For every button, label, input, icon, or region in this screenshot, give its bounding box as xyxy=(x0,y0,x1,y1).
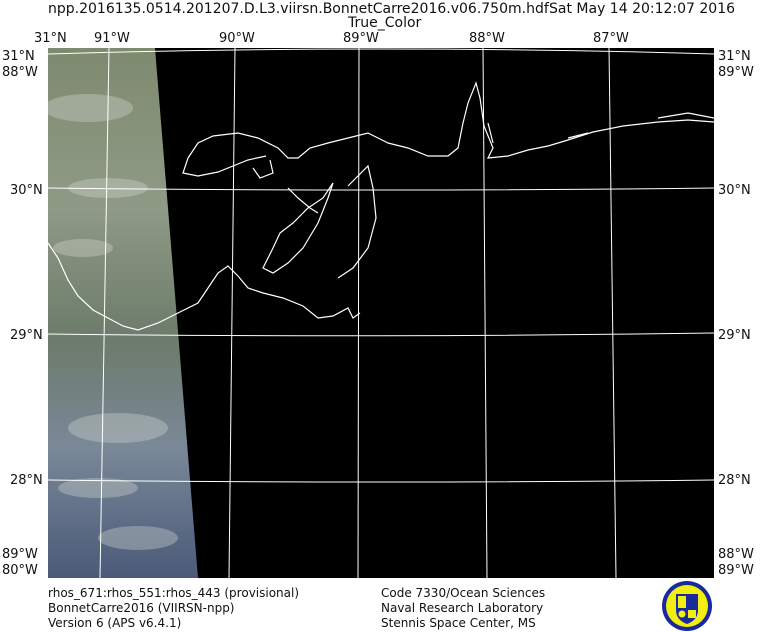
corner-label-top-right-a: 31°N xyxy=(718,49,751,64)
corner-label-bottom-left-a: 89°W xyxy=(2,547,38,562)
corner-label-bottom-right-b: 89°W xyxy=(718,563,754,578)
lat-label-29n-right: 29°N xyxy=(718,328,751,343)
lon-label-90w: 90°W xyxy=(219,31,255,46)
lat-label-28n-right: 28°N xyxy=(718,473,751,488)
meridian-90w xyxy=(228,48,236,578)
lat-label-28n-left: 28°N xyxy=(10,473,43,488)
cloud-texture xyxy=(48,94,178,550)
footer-center-line-1: Code 7330/Ocean Sciences xyxy=(381,586,546,600)
corner-label-bottom-left-b: 80°W xyxy=(2,563,38,578)
graticule xyxy=(48,48,714,578)
datetime: Sat May 14 20:12:07 2016 xyxy=(549,1,736,17)
lon-label-88w: 88°W xyxy=(469,31,505,46)
footer-left-line-3: Version 6 (APS v6.4.1) xyxy=(48,616,182,630)
satellite-map xyxy=(48,48,714,578)
meridian-88w xyxy=(482,48,488,578)
meridian-91w xyxy=(99,48,110,578)
corner-label-top-left-a: 31°N xyxy=(2,49,35,64)
corner-label-top-left-upper: 31°N xyxy=(34,31,67,46)
satellite-swath xyxy=(48,48,198,578)
lat-label-30n-left: 30°N xyxy=(10,183,43,198)
footer-left-line-1: rhos_671:rhos_551:rhos_443 (provisional) xyxy=(48,586,300,600)
corner-label-top-left-b: 88°W xyxy=(2,65,38,80)
meridian-87w xyxy=(608,48,617,578)
footer-center-line-2: Naval Research Laboratory xyxy=(381,601,544,615)
footer-center-line-3: Stennis Space Center, MS xyxy=(381,616,536,630)
corner-label-bottom-right-a: 88°W xyxy=(718,547,754,562)
lat-label-29n-left: 29°N xyxy=(10,328,43,343)
parallel-31n xyxy=(48,48,714,55)
parallel-28n xyxy=(48,479,714,483)
product-title: True_Color xyxy=(348,15,422,31)
lon-label-91w: 91°W xyxy=(94,31,130,46)
nrl-logo xyxy=(662,581,712,631)
lat-label-30n-right: 30°N xyxy=(718,183,751,198)
lon-label-89w: 89°W xyxy=(343,31,379,46)
meridian-89w xyxy=(357,48,360,578)
footer-left-line-2: BonnetCarre2016 (VIIRSN-npp) xyxy=(48,601,235,615)
filename-title: npp.2016135.0514.201207.D.L3.viirsn.Bonn… xyxy=(48,1,549,17)
parallel-29n xyxy=(48,332,714,337)
lon-label-87w: 87°W xyxy=(593,31,629,46)
coastline xyxy=(48,81,714,331)
corner-label-top-right-b: 89°W xyxy=(718,65,754,80)
parallel-30n xyxy=(48,187,714,191)
